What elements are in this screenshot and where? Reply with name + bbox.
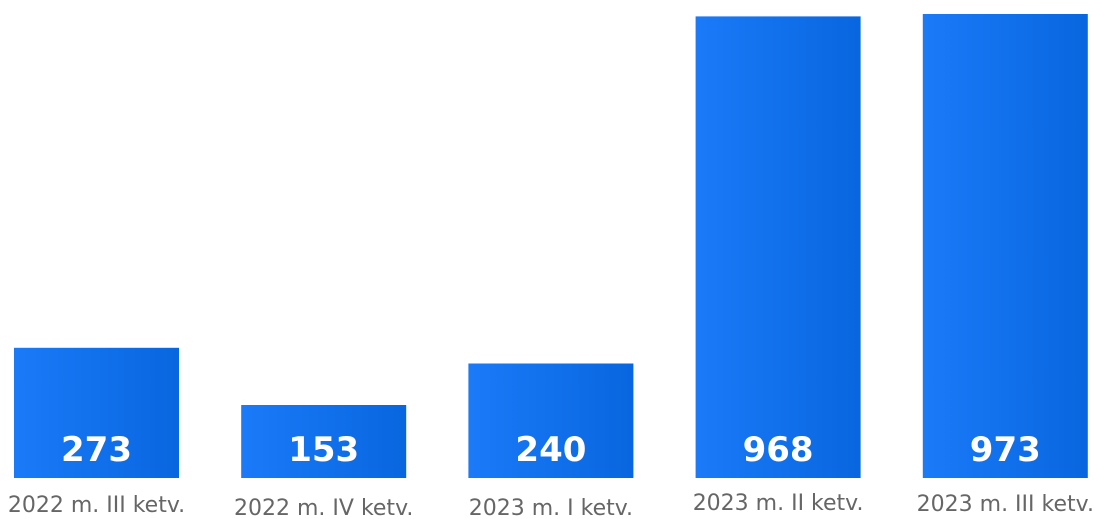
category-label-2: 2022 m. IV ketv. <box>234 496 413 519</box>
bar-3 <box>468 363 634 478</box>
category-label-1: 2022 m. III ketv. <box>8 493 185 518</box>
bar-value-label-1: 273 <box>61 430 132 470</box>
bar-value-label-2: 153 <box>288 430 359 470</box>
bar-5 <box>922 14 1088 478</box>
category-label-4: 2023 m. II ketv. <box>693 491 864 516</box>
category-label-5: 2023 m. III ketv. <box>917 492 1094 517</box>
bar-value-label-3: 240 <box>515 430 586 470</box>
bar-value-label-5: 973 <box>970 430 1041 470</box>
bar-value-label-4: 968 <box>743 430 814 470</box>
bars: 273 153 240 968 973 <box>14 14 1088 479</box>
bar-2 <box>241 405 407 478</box>
bar-4 <box>695 16 861 479</box>
category-label-3: 2023 m. I ketv. <box>469 496 633 519</box>
bar-1 <box>14 347 179 478</box>
category-labels: 2022 m. III ketv. 2022 m. IV ketv. 2023 m.… <box>8 491 1094 519</box>
